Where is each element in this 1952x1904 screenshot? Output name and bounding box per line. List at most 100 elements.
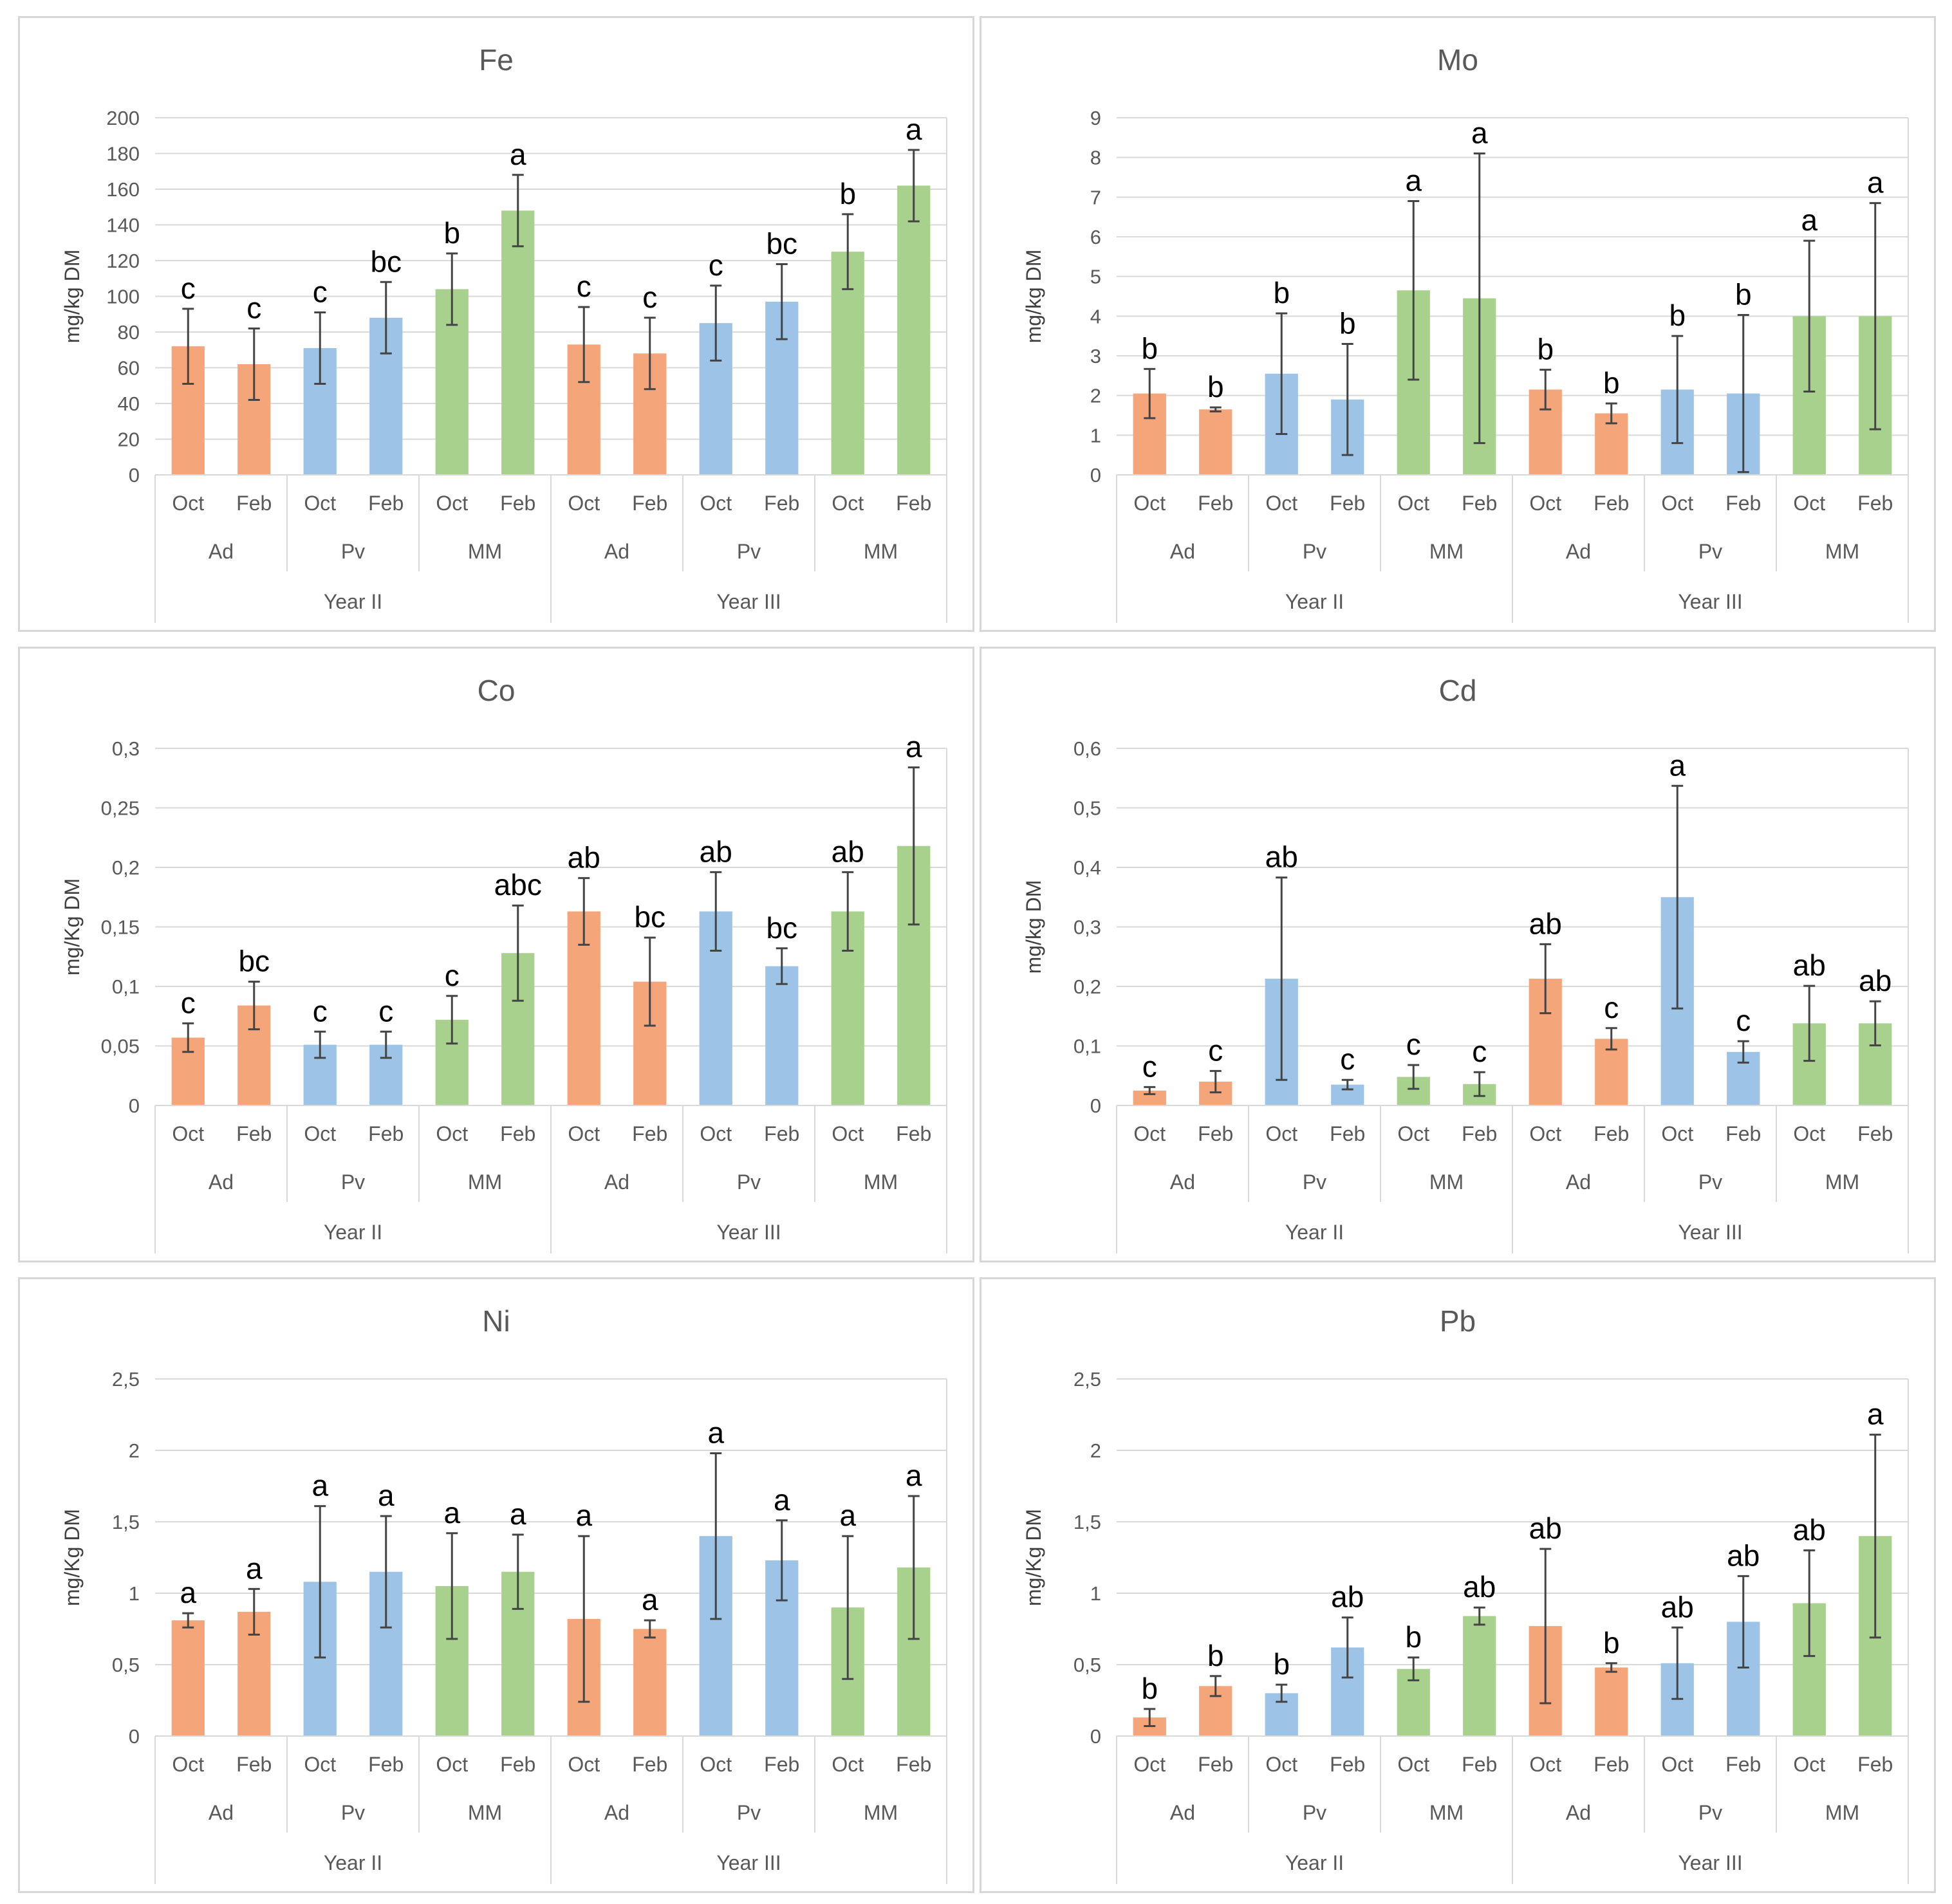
x-treatment-label: MM [1429, 1801, 1464, 1824]
significance-letter: bc [238, 945, 270, 978]
x-month-label: Oct [1529, 1122, 1561, 1145]
chart-title: Mo [1437, 43, 1478, 77]
x-treatment-label: Ad [209, 1170, 234, 1194]
significance-letter: a [1405, 164, 1422, 198]
significance-letter: b [1207, 1639, 1224, 1672]
significance-letter: ab [1331, 1580, 1364, 1614]
bar [171, 1620, 205, 1736]
bar-chart: 0 1 2 3 4 5 6 7 8 9 mg/kg DM b b b b a a b b b b a a Oct Feb Oct F… [1022, 107, 1909, 623]
significance-letter: a [443, 1496, 460, 1530]
significance-letter: c [378, 994, 393, 1028]
significance-letter: c [246, 291, 261, 324]
y-tick-label: 0,5 [112, 1654, 140, 1676]
x-month-label: Feb [896, 1122, 931, 1145]
y-tick-label: 1,5 [1074, 1511, 1101, 1533]
x-month-label: Oct [1265, 492, 1297, 515]
significance-letter: ab [1859, 964, 1892, 997]
significance-letter: a [1801, 203, 1817, 237]
x-treatment-label: Ad [209, 1801, 234, 1824]
y-tick-label: 0,2 [112, 856, 140, 879]
y-tick-label: 6 [1090, 226, 1101, 248]
x-month-label: Feb [1330, 1122, 1365, 1145]
x-month-label: Oct [1133, 1122, 1166, 1145]
bar [897, 185, 931, 475]
x-month-label: Feb [632, 1122, 667, 1145]
x-month-label: Oct [1661, 492, 1693, 515]
x-month-label: Feb [1725, 492, 1761, 515]
y-tick-label: 20 [118, 429, 140, 451]
significance-letter: a [906, 113, 922, 146]
x-month-label: Oct [304, 492, 336, 515]
significance-letter: b [1339, 307, 1356, 340]
y-tick-label: 3 [1090, 345, 1101, 367]
x-month-label: Oct [568, 1122, 600, 1145]
x-treatment-label: Pv [1698, 1801, 1722, 1824]
significance-letter: bc [370, 245, 402, 278]
x-treatment-label: Ad [1566, 540, 1591, 563]
significance-letter: b [1669, 299, 1686, 332]
y-tick-label: 8 [1090, 147, 1101, 169]
chart-title: Ni [482, 1304, 510, 1338]
significance-letter: a [707, 1416, 724, 1449]
x-treatment-label: MM [864, 1170, 898, 1194]
significance-letter: c [1208, 1033, 1223, 1067]
x-month-label: Oct [832, 492, 864, 515]
x-month-label: Feb [896, 492, 931, 515]
significance-letter: a [1867, 1398, 1884, 1431]
x-month-label: Feb [1857, 1122, 1893, 1145]
bar [765, 966, 799, 1105]
x-year-label: Year III [1678, 1221, 1742, 1244]
significance-letter: c [1406, 1028, 1421, 1061]
x-month-label: Feb [1462, 1753, 1497, 1776]
y-tick-label: 140 [106, 214, 140, 237]
x-treatment-label: MM [1429, 540, 1464, 563]
y-tick-label: 2 [129, 1439, 140, 1462]
x-month-label: Oct [1133, 492, 1166, 515]
x-month-label: Oct [1529, 492, 1561, 515]
x-month-label: Feb [368, 1122, 404, 1145]
x-treatment-label: Pv [1303, 1801, 1326, 1824]
x-treatment-label: MM [1429, 1170, 1464, 1194]
x-month-label: Oct [172, 1753, 204, 1776]
x-month-label: Oct [436, 492, 468, 515]
significance-letter: a [575, 1499, 592, 1532]
y-tick-label: 9 [1090, 107, 1101, 129]
x-month-label: Feb [500, 1753, 535, 1776]
x-month-label: Oct [1133, 1753, 1166, 1776]
significance-letter: ab [1463, 1570, 1496, 1604]
x-year-label: Year II [324, 1221, 382, 1244]
significance-letter: b [1273, 276, 1290, 310]
significance-letter: ab [1529, 907, 1562, 940]
y-tick-label: 5 [1090, 266, 1101, 288]
y-tick-label: 0 [129, 464, 140, 486]
y-tick-label: 0,3 [1074, 916, 1101, 939]
significance-letter: c [709, 248, 723, 282]
x-treatment-label: Ad [604, 540, 629, 563]
x-month-label: Oct [1793, 492, 1825, 515]
significance-letter: c [1604, 991, 1619, 1024]
x-month-label: Oct [700, 1122, 732, 1145]
bar [1463, 1616, 1496, 1736]
chart-panel-ni: Ni 0 0,5 1 1,5 2 2,5 mg/Kg DM a a a a a a a a a a a a Oct Fe… [18, 1277, 974, 1893]
x-treatment-label: Ad [1170, 540, 1195, 563]
significance-letter: b [1405, 1620, 1422, 1654]
significance-letter: ab [1727, 1539, 1760, 1572]
significance-letter: bc [766, 227, 797, 261]
y-axis-label: mg/Kg DM [1022, 1509, 1045, 1606]
y-tick-label: 1 [1090, 424, 1101, 447]
x-month-label: Oct [1529, 1753, 1561, 1776]
x-month-label: Oct [436, 1753, 468, 1776]
bar [1199, 409, 1232, 475]
y-tick-label: 0,1 [1074, 1035, 1101, 1058]
x-treatment-label: Pv [1303, 1170, 1326, 1194]
chart-panel-co: Co 0 0,05 0,1 0,15 0,2 0,25 0,3 mg/Kg DM c bc c c c a… [18, 647, 974, 1262]
significance-letter: ab [1793, 948, 1826, 982]
bar [1133, 1090, 1166, 1105]
x-year-label: Year II [324, 590, 382, 613]
y-tick-label: 0,3 [112, 737, 140, 760]
significance-letter: a [1867, 166, 1884, 199]
x-treatment-label: Pv [1698, 540, 1722, 563]
chart-panel-mo: Mo 0 1 2 3 4 5 6 7 8 9 mg/kg DM b b b b a a b b b b a a Oct Feb O… [980, 16, 1936, 632]
y-tick-label: 7 [1090, 186, 1101, 208]
